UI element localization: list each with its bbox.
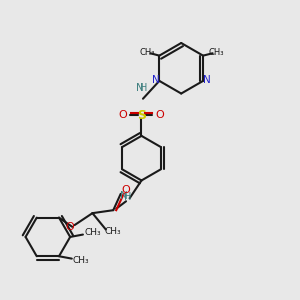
Text: CH₃: CH₃ <box>73 256 90 265</box>
Text: H: H <box>140 83 147 93</box>
Text: CH₃: CH₃ <box>105 227 122 236</box>
Text: N: N <box>152 75 160 85</box>
Text: S: S <box>137 109 146 122</box>
Text: CH₃: CH₃ <box>139 48 154 57</box>
Text: CH₃: CH₃ <box>84 228 101 237</box>
Text: O: O <box>122 185 130 195</box>
Text: O: O <box>118 110 127 120</box>
Text: CH₃: CH₃ <box>209 48 224 57</box>
Text: N: N <box>136 83 144 93</box>
Text: H: H <box>124 192 131 202</box>
Text: O: O <box>156 110 165 120</box>
Text: N: N <box>203 75 211 85</box>
Text: O: O <box>65 222 74 232</box>
Text: N: N <box>120 191 128 201</box>
